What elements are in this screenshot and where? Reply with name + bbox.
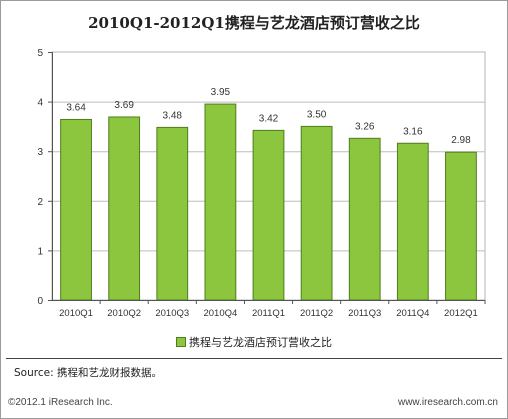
y-tick-label: 2 [37, 197, 43, 208]
bar-series [60, 103, 477, 301]
legend-label: 携程与艺龙酒店预订营收之比 [189, 336, 332, 349]
x-axis: 2010Q1 2010Q2 2010Q3 2010Q4 2011Q1 2011Q2 2011… [52, 300, 486, 319]
chart-title: 2010Q1-2012Q1携程与艺龙酒店预订营收之比 [88, 14, 420, 32]
bar [204, 103, 237, 301]
x-tick-label: 2010Q2 [107, 308, 141, 319]
source-divider [6, 358, 502, 359]
y-axis: 0 1 2 3 4 5 [37, 48, 53, 307]
y-tick-label: 4 [37, 98, 43, 109]
source-note: Source: 携程和艺龙财报数据。 [14, 367, 162, 379]
bar [60, 118, 92, 301]
bar-chart: 0 1 2 3 4 5 3.64 3.69 3.48 3.95 3.42 3.50 3.26 3.16 2… [37, 48, 486, 319]
data-label: 3.48 [163, 110, 183, 121]
bar [348, 137, 381, 301]
bar [156, 126, 189, 301]
copyright-text: ©2012.1 iResearch Inc. [8, 397, 113, 408]
x-tick-label: 2011Q4 [396, 308, 429, 319]
legend-swatch [176, 337, 186, 347]
y-tick-label: 0 [37, 296, 43, 307]
x-tick-label: 2011Q3 [348, 308, 381, 319]
x-tick-label: 2010Q4 [203, 308, 237, 319]
data-label: 3.42 [259, 113, 279, 124]
x-tick-label: 2010Q3 [155, 308, 189, 319]
data-label: 3.69 [114, 100, 134, 111]
data-labels: 3.64 3.69 3.48 3.95 3.42 3.50 3.26 3.16 2.98 [66, 87, 471, 146]
website-link[interactable]: www.iresearch.com.cn [397, 397, 498, 408]
data-label: 3.50 [307, 109, 327, 120]
data-label: 3.26 [355, 121, 375, 132]
data-label: 3.64 [66, 102, 86, 113]
x-tick-label: 2011Q2 [300, 308, 333, 319]
x-tick-label: 2010Q1 [59, 308, 93, 319]
data-label: 3.16 [403, 126, 423, 137]
bar [445, 151, 477, 301]
bar [396, 142, 429, 301]
y-tick-label: 5 [37, 48, 43, 59]
bar [252, 129, 285, 301]
data-label: 2.98 [451, 135, 471, 146]
y-tick-label: 3 [37, 147, 43, 158]
bar [108, 116, 141, 301]
x-tick-label: 2011Q1 [252, 308, 285, 319]
y-tick-label: 1 [37, 246, 43, 257]
data-label: 3.95 [211, 87, 231, 98]
legend: 携程与艺龙酒店预订营收之比 [0, 334, 508, 350]
bar [300, 125, 333, 301]
x-tick-label: 2012Q1 [444, 308, 478, 319]
